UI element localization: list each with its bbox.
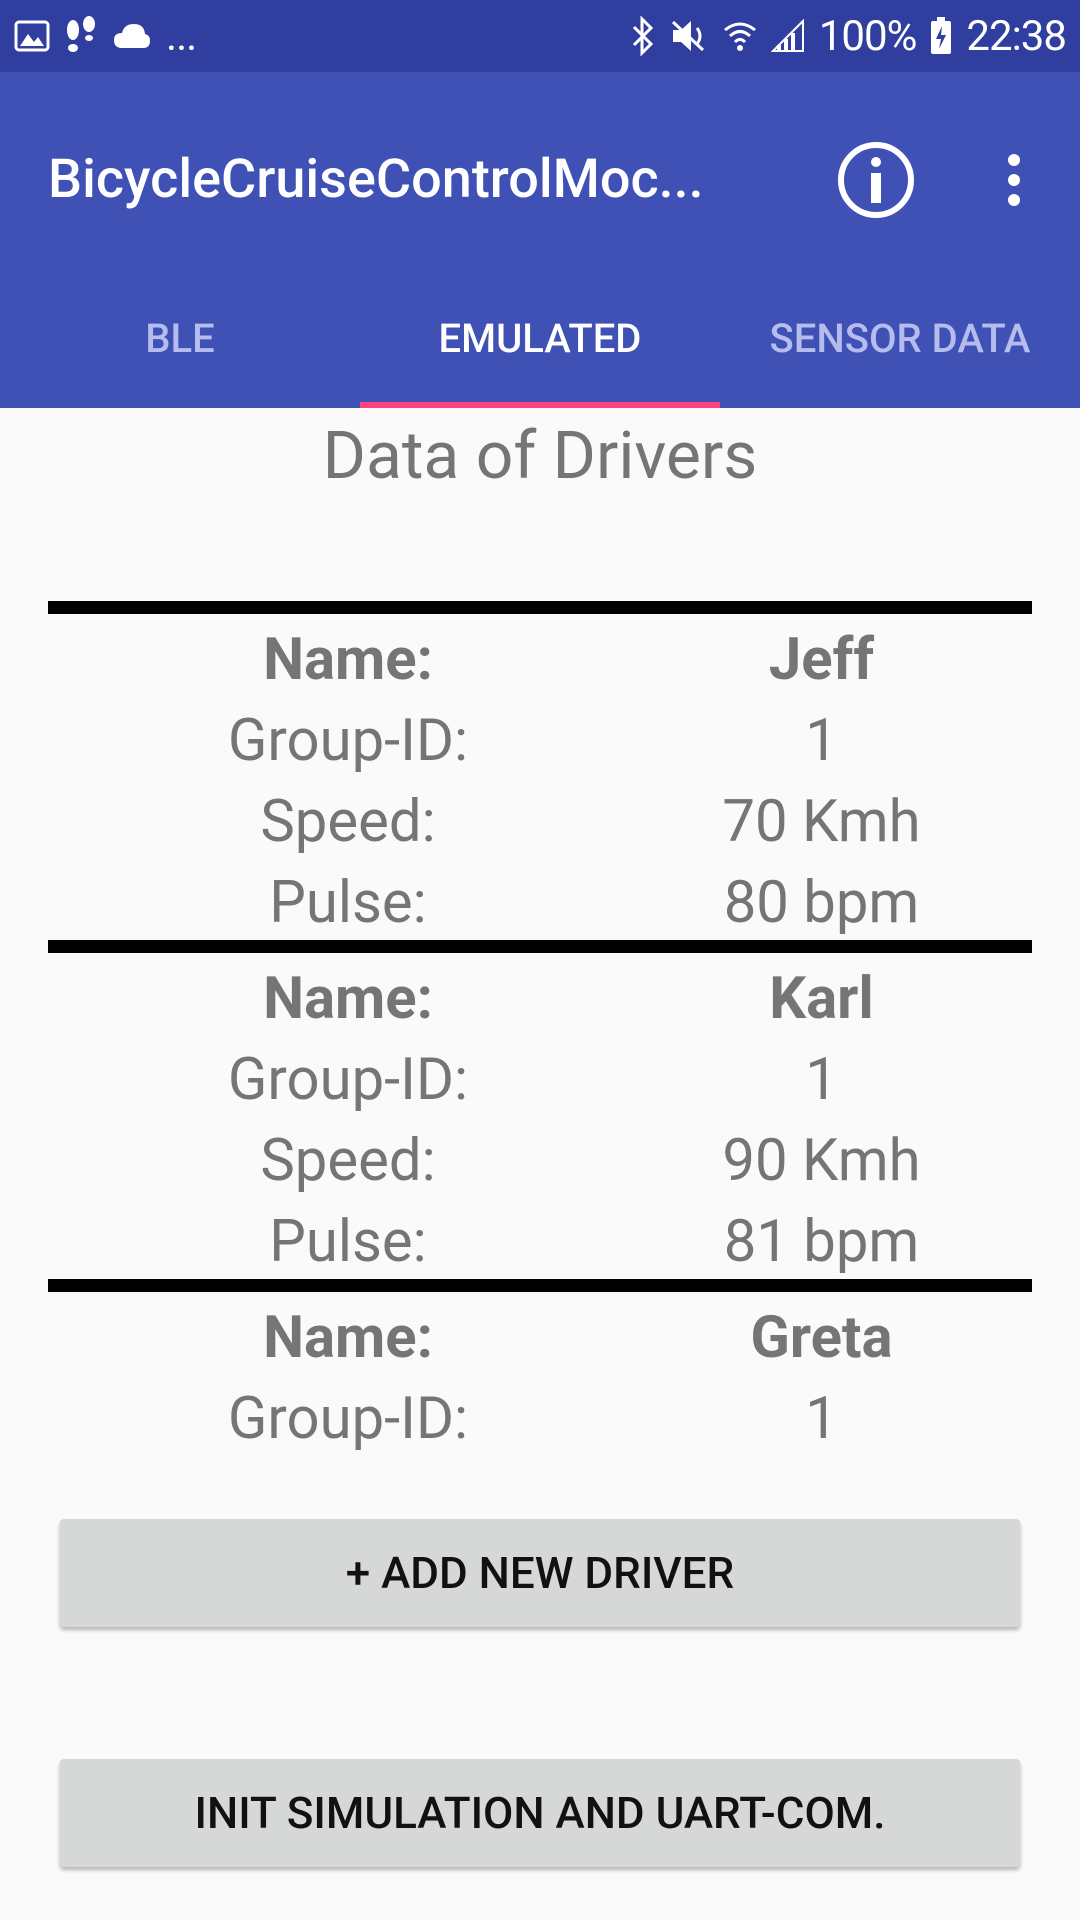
status-more: ... — [166, 11, 197, 61]
group-label: Group-ID: — [227, 707, 469, 775]
app-toolbar — [0, 72, 1080, 268]
mute-icon — [671, 20, 704, 52]
init-simulation-button[interactable]: INIT SIMULATION AND UART-COM. — [60, 1759, 1020, 1867]
divider — [48, 1279, 1032, 1292]
driver-name-row: Name: Greta — [48, 1298, 1032, 1378]
pulse-row: Pulse: 81 bpm — [48, 1202, 1032, 1282]
driver-name: Karl — [769, 965, 874, 1033]
group-value: 1 — [805, 707, 838, 775]
group-row: Group-ID: 1 — [48, 1040, 1032, 1120]
status-bar: ... 100% 22:38 — [0, 0, 1080, 72]
tab-ble[interactable]: BLE — [145, 314, 215, 362]
page-title: Data of Drivers — [322, 418, 758, 495]
cloud-icon — [114, 24, 150, 48]
info-icon[interactable] — [836, 140, 916, 220]
group-row: Group-ID: 1 — [48, 1379, 1032, 1459]
tab-sensor-data[interactable]: SENSOR DATA — [769, 314, 1031, 362]
group-label: Group-ID: — [227, 1046, 469, 1114]
wifi-icon — [723, 22, 756, 51]
pulse-value: 81 bpm — [723, 1208, 920, 1276]
divider — [48, 601, 1032, 614]
pulse-label: Pulse: — [269, 1208, 427, 1276]
name-label: Name: — [263, 965, 433, 1033]
overflow-menu-icon[interactable] — [996, 152, 1032, 208]
group-label: Group-ID: — [227, 1385, 469, 1453]
signal-icon — [770, 19, 804, 52]
group-row: Group-ID: 1 — [48, 701, 1032, 781]
name-label: Name: — [263, 1304, 433, 1372]
driver-name: Greta — [750, 1304, 893, 1372]
driver-name-row: Name: Jeff — [48, 620, 1032, 700]
speed-value: 90 Kmh — [722, 1127, 921, 1195]
add-new-driver-button[interactable]: + ADD NEW DRIVER — [60, 1519, 1020, 1627]
pulse-label: Pulse: — [269, 869, 427, 937]
battery-percent: 100% — [818, 11, 918, 61]
speed-row: Speed: 70 Kmh — [48, 782, 1032, 862]
speed-label: Speed: — [260, 788, 436, 856]
divider — [48, 940, 1032, 953]
gallery-icon — [14, 20, 50, 52]
battery-icon — [931, 17, 952, 54]
speed-row: Speed: 90 Kmh — [48, 1121, 1032, 1201]
status-time: 22:38 — [966, 11, 1067, 61]
steps-icon — [67, 16, 95, 52]
tab-bar: BLE EMULATED SENSOR DATA — [0, 268, 1080, 408]
speed-label: Speed: — [260, 1127, 436, 1195]
app-title: BicycleCruiseControlMoc... — [48, 148, 704, 211]
group-value: 1 — [805, 1385, 838, 1453]
tab-emulated[interactable]: EMULATED — [360, 268, 720, 408]
name-label: Name: — [263, 626, 433, 694]
pulse-row: Pulse: 80 bpm — [48, 863, 1032, 943]
speed-value: 70 Kmh — [722, 788, 921, 856]
group-value: 1 — [805, 1046, 838, 1114]
driver-name-row: Name: Karl — [48, 959, 1032, 1039]
bluetooth-icon — [632, 16, 653, 56]
driver-name: Jeff — [768, 626, 875, 694]
pulse-value: 80 bpm — [723, 869, 920, 937]
